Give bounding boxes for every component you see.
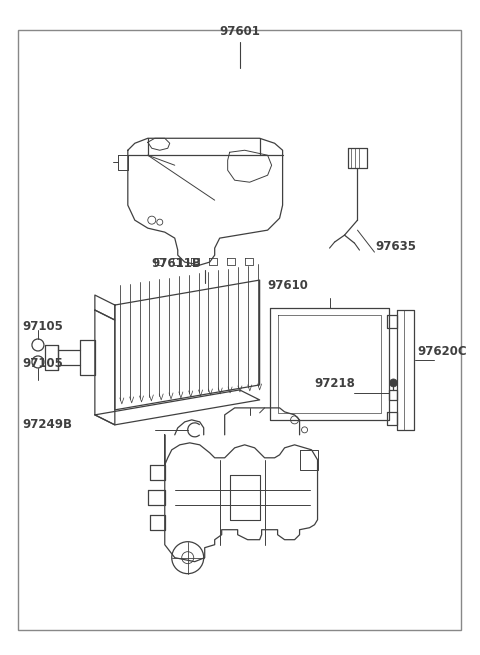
Text: 97601: 97601 — [219, 26, 260, 39]
Text: 97105: 97105 — [22, 320, 63, 333]
Text: 97105: 97105 — [22, 357, 63, 370]
Text: 97218: 97218 — [314, 377, 355, 390]
Circle shape — [389, 379, 397, 387]
Text: 97611B: 97611B — [152, 257, 202, 270]
Text: 97610: 97610 — [268, 279, 309, 292]
Text: 97620C: 97620C — [418, 345, 467, 358]
Text: 97635: 97635 — [375, 240, 417, 253]
Text: 97249B: 97249B — [22, 419, 72, 432]
